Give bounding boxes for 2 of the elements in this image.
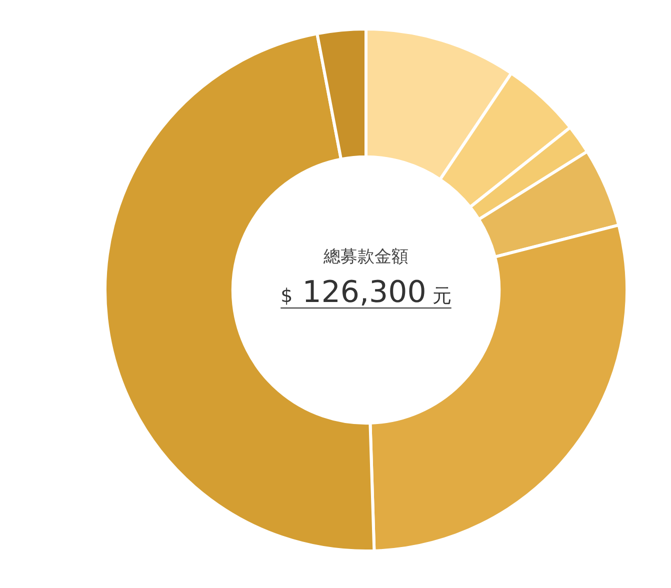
text: $ 126,300 元 [280, 275, 452, 310]
text: 總募款金額 [322, 247, 408, 267]
